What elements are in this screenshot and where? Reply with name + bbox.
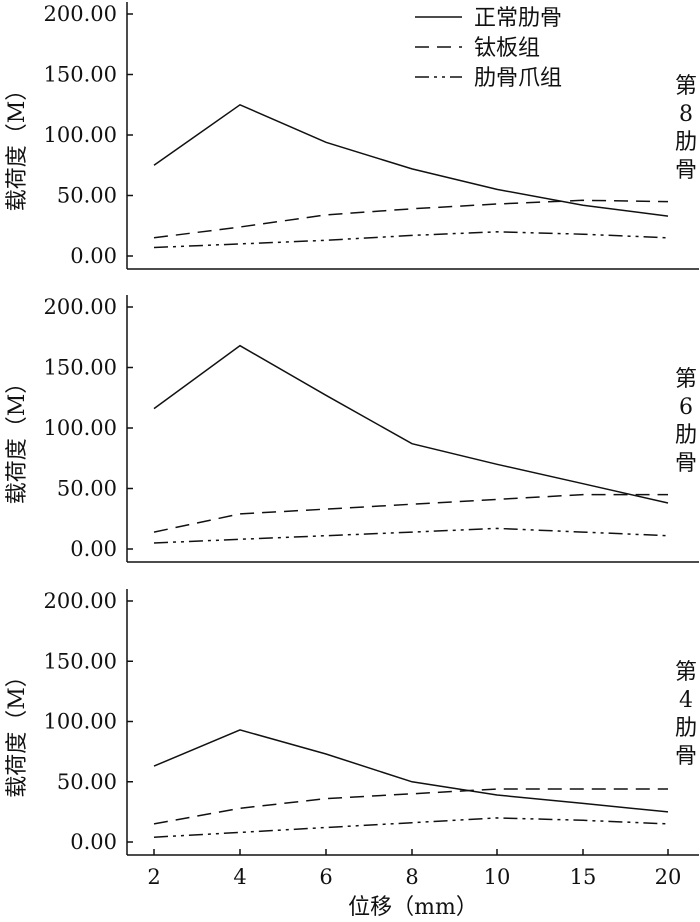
chart-panel-1: 0.00 50.00 100.00 150.00 200.00 载荷度（M） 第 6 肋骨 xyxy=(5,295,699,563)
panel-label-char: 骨 xyxy=(675,451,697,476)
y-tick-label: 100.00 xyxy=(44,710,117,734)
panel-label-char: 第 xyxy=(675,74,697,99)
series-line-dashdotdot xyxy=(153,231,669,249)
y-tick-label: 200.00 xyxy=(44,589,117,613)
panel-label-char: 8 xyxy=(679,102,693,127)
y-axis-label: 载荷度（M） xyxy=(5,372,30,505)
x-tick-label: 10 xyxy=(484,865,511,889)
panel-label-char: 骨 xyxy=(675,744,697,769)
chart-panel-0: 0.00 50.00 100.00 150.00 200.00 载荷度（M） 第 8 肋骨 xyxy=(5,2,699,270)
y-tick-label: 150.00 xyxy=(44,63,117,87)
panel-label-char: 肋 xyxy=(675,130,697,155)
panel-label-char: 肋 xyxy=(675,716,697,741)
x-tick-label: 2 xyxy=(147,865,160,889)
x-axis-label: 位移（mm） xyxy=(348,895,478,920)
panel-label-char: 肋 xyxy=(675,423,697,448)
y-tick-label: 100.00 xyxy=(44,123,117,147)
x-tick-label: 20 xyxy=(655,865,682,889)
x-tick-label: 4 xyxy=(233,865,246,889)
panel-label-char: 骨 xyxy=(675,158,697,183)
panel-label-char: 6 xyxy=(679,395,693,420)
y-tick-label: 0.00 xyxy=(70,537,117,561)
y-tick-label: 150.00 xyxy=(44,649,117,673)
series-line-solid xyxy=(153,344,669,504)
legend-label: 正常肋骨 xyxy=(474,6,562,31)
y-axis-label: 载荷度（M） xyxy=(5,665,30,798)
series-line-solid xyxy=(153,729,669,813)
series-line-dashdotdot xyxy=(153,817,669,838)
y-tick-label: 200.00 xyxy=(44,295,117,319)
y-tick-label: 50.00 xyxy=(57,477,117,501)
legend-label: 肋骨爪组 xyxy=(474,66,562,91)
y-tick-label: 50.00 xyxy=(57,770,117,794)
panel-label-char: 第 xyxy=(675,660,697,685)
y-tick-label: 200.00 xyxy=(44,2,117,26)
x-tick-label: 6 xyxy=(319,865,332,889)
legend-label: 钛板组 xyxy=(474,36,540,61)
y-tick-label: 150.00 xyxy=(44,356,117,380)
x-tick-label: 15 xyxy=(570,865,597,889)
y-tick-label: 100.00 xyxy=(44,416,117,440)
chart-panel-2: 0.00 50.00 100.00 150.00 200.00 2 4 6 8 10 15 20 载荷度… xyxy=(5,589,699,920)
y-tick-label: 0.00 xyxy=(70,244,117,268)
series-line-dashed xyxy=(153,199,669,239)
series-line-solid xyxy=(153,103,669,217)
y-tick-label: 50.00 xyxy=(57,184,117,208)
panel-label-char: 第 xyxy=(675,367,697,392)
x-tick-label: 8 xyxy=(405,865,418,889)
series-line-dashed xyxy=(153,493,668,533)
panel-label-char: 4 xyxy=(679,688,693,713)
series-line-dashdotdot xyxy=(153,527,669,544)
y-axis-label: 载荷度（M） xyxy=(5,79,30,212)
series-line-dashed xyxy=(153,788,668,825)
y-tick-label: 0.00 xyxy=(70,830,117,854)
